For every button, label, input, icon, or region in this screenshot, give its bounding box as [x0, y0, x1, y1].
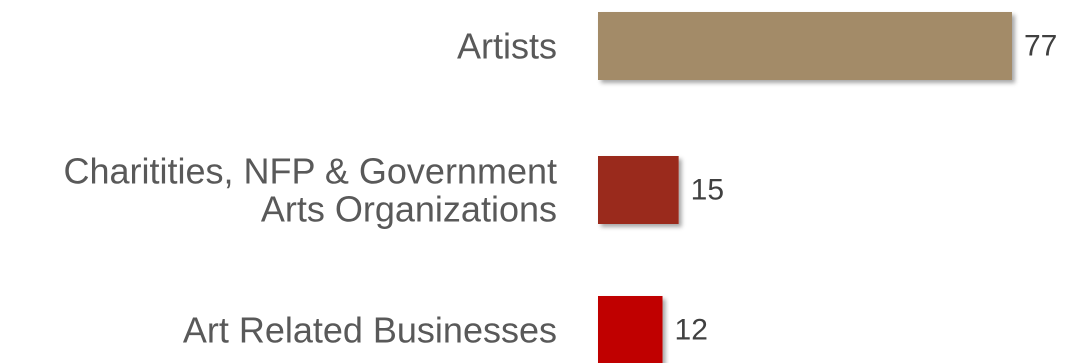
bar-2 — [598, 296, 663, 363]
bar-1 — [598, 156, 679, 224]
plot-area: 77 Artists 15 Charitities, NFP & Government… — [63, 12, 1057, 363]
category-label-2: Art Related Businesses — [183, 310, 557, 351]
category-label-0: Artists — [457, 26, 557, 67]
value-label-2: 12 — [675, 314, 708, 347]
value-label-1: 15 — [691, 174, 724, 207]
category-label-1-line-1: Arts Organizations — [261, 189, 557, 230]
category-label-1-line-0: Charitities, NFP & Government — [63, 151, 557, 192]
value-label-0: 77 — [1024, 30, 1057, 63]
bar-0 — [598, 12, 1012, 80]
